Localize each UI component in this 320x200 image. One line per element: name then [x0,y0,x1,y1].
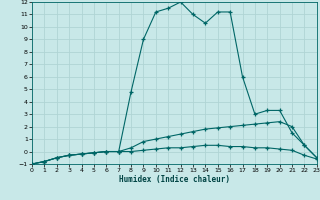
X-axis label: Humidex (Indice chaleur): Humidex (Indice chaleur) [119,175,230,184]
